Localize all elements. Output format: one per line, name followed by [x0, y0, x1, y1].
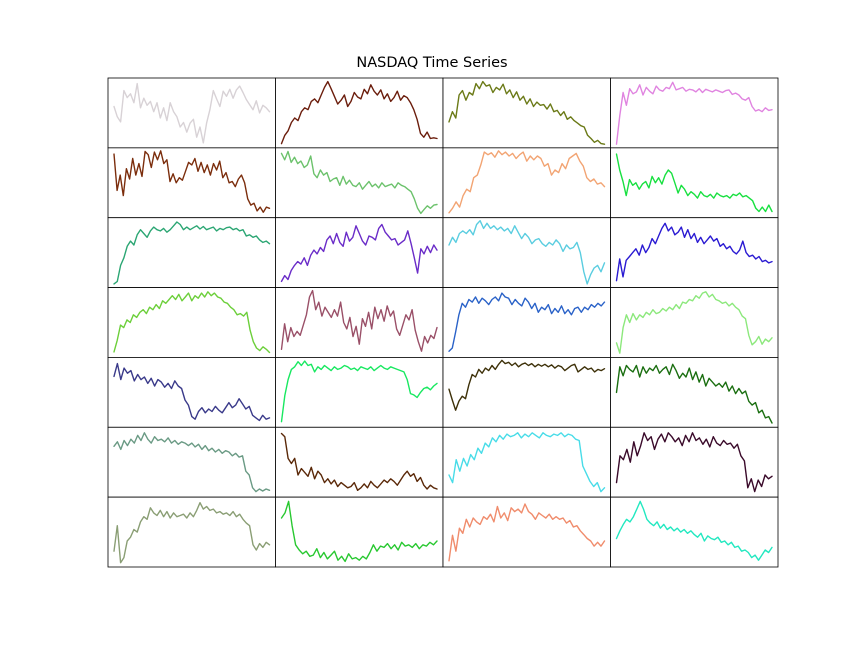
series-line-21 — [113, 432, 271, 493]
series-line-8 — [615, 153, 773, 213]
panel-frame-12 — [610, 217, 779, 288]
panel-frame-20 — [610, 357, 779, 428]
series-line-1 — [113, 82, 271, 144]
panel-frame-15 — [442, 287, 611, 358]
series-line-16 — [615, 291, 773, 354]
panel-frame-13 — [107, 287, 276, 358]
series-line-14 — [280, 289, 438, 352]
series-line-12 — [615, 222, 773, 282]
series-line-5 — [113, 150, 271, 213]
series-line-9 — [113, 221, 271, 285]
series-line-20 — [615, 363, 773, 424]
panel-frame-8 — [610, 147, 779, 219]
panel-frame-1 — [107, 77, 276, 149]
series-line-28 — [615, 500, 773, 561]
chart-title: NASDAQ Time Series — [356, 55, 507, 71]
panel-frame-4 — [610, 77, 779, 149]
series-line-27 — [448, 503, 606, 562]
series-line-24 — [615, 432, 773, 493]
panel-frame-14 — [275, 287, 444, 358]
panel-frame-3 — [442, 77, 611, 149]
panel-frame-24 — [610, 426, 779, 498]
series-line-17 — [113, 362, 271, 422]
series-line-26 — [280, 500, 438, 563]
series-line-7 — [448, 150, 606, 214]
series-line-11 — [448, 219, 606, 285]
series-line-6 — [280, 150, 438, 215]
panel-frame-22 — [275, 426, 444, 498]
series-line-4 — [615, 81, 773, 145]
series-line-23 — [448, 432, 606, 493]
panel-frame-11 — [442, 217, 611, 288]
panel-grid — [107, 77, 779, 568]
panel-frame-25 — [107, 496, 276, 568]
panel-frame-26 — [275, 496, 444, 568]
series-line-22 — [280, 432, 438, 491]
series-line-2 — [280, 80, 438, 145]
series-line-19 — [448, 359, 606, 411]
panel-frame-10 — [275, 217, 444, 288]
series-line-15 — [448, 292, 606, 352]
series-line-25 — [113, 502, 271, 564]
series-line-18 — [280, 360, 438, 423]
series-line-10 — [280, 223, 438, 283]
series-line-3 — [448, 80, 606, 145]
panel-frame-21 — [107, 426, 276, 498]
series-line-13 — [113, 291, 271, 354]
panel-frame-7 — [442, 147, 611, 219]
